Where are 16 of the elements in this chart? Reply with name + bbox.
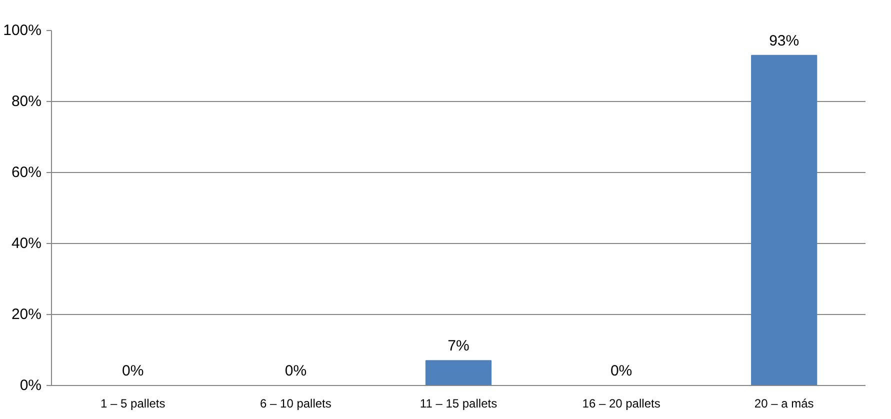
data-label: 7% <box>448 338 470 355</box>
data-label: 0% <box>610 362 632 380</box>
y-tick-label: 60% <box>11 164 42 181</box>
data-label: 0% <box>122 362 144 380</box>
data-label: 93% <box>769 32 800 50</box>
x-tick-label: 11 – 15 pallets <box>420 396 498 410</box>
y-tick-label: 80% <box>11 93 42 110</box>
y-tick-label: 100% <box>3 22 42 39</box>
y-tick-label: 20% <box>11 306 42 323</box>
x-tick-label: 20 – a más <box>754 396 814 410</box>
x-tick-label: 6 – 10 pallets <box>260 396 332 410</box>
x-tick-label: 16 – 20 pallets <box>582 396 660 410</box>
y-tick-label: 0% <box>20 377 42 394</box>
y-tick-label: 40% <box>11 235 42 252</box>
x-tick-label: 1 – 5 pallets <box>100 396 166 410</box>
data-label: 0% <box>284 362 307 380</box>
